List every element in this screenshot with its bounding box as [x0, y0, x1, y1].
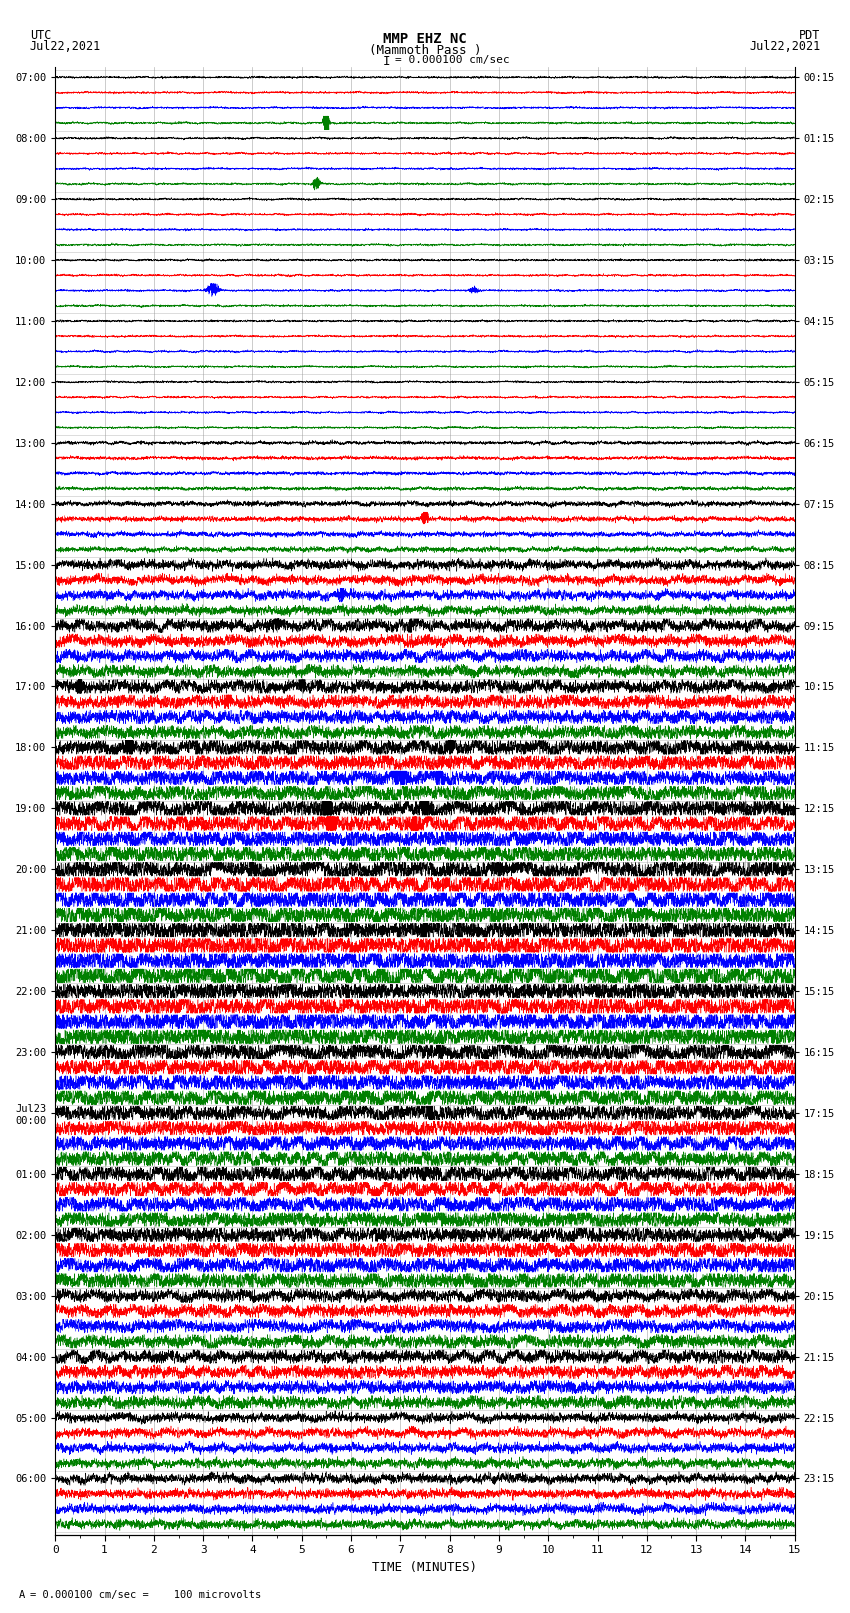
Text: Jul22,2021: Jul22,2021 — [30, 40, 101, 53]
X-axis label: TIME (MINUTES): TIME (MINUTES) — [372, 1561, 478, 1574]
Text: I: I — [383, 55, 390, 68]
Text: = 0.000100 cm/sec =    100 microvolts: = 0.000100 cm/sec = 100 microvolts — [30, 1590, 261, 1600]
Text: A: A — [19, 1590, 25, 1600]
Text: (Mammoth Pass ): (Mammoth Pass ) — [369, 44, 481, 56]
Text: MMP EHZ NC: MMP EHZ NC — [383, 32, 467, 47]
Text: Jul22,2021: Jul22,2021 — [749, 40, 820, 53]
Text: UTC: UTC — [30, 29, 51, 42]
Text: = 0.000100 cm/sec: = 0.000100 cm/sec — [395, 55, 510, 65]
Text: PDT: PDT — [799, 29, 820, 42]
